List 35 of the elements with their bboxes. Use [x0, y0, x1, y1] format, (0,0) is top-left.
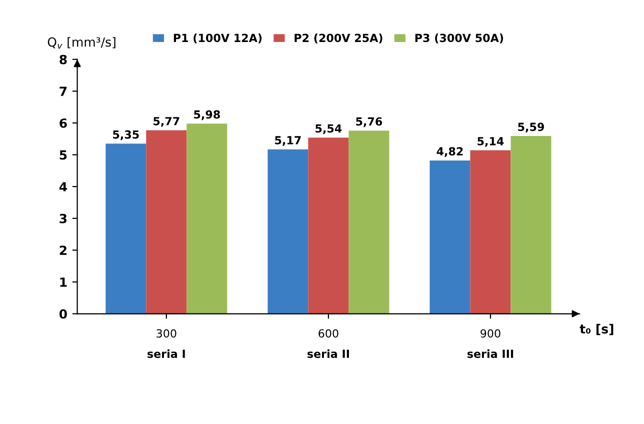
data-label: 5,77 [154, 117, 180, 127]
bar [510, 136, 552, 314]
data-label: 5,54 [316, 124, 342, 134]
data-label: 5,14 [478, 137, 504, 147]
y-tick-label: 2 [60, 246, 66, 255]
y-tick-label: 7 [60, 86, 67, 96]
bar [186, 124, 228, 314]
y-tick-label: 0 [59, 309, 67, 319]
bar [430, 160, 470, 314]
data-label: 5,98 [194, 110, 220, 120]
x-axis-title: t₀ [s] [580, 324, 614, 336]
legend-label: P1 (100V 12A) [174, 34, 262, 44]
legend-label: P3 (300V 50A) [415, 34, 504, 44]
x-tick-label: 300 seria I [148, 329, 185, 358]
y-tick-label: 4 [59, 182, 67, 192]
y-tick-label: 6 [60, 118, 67, 128]
bar [470, 150, 511, 314]
data-label: 4,82 [436, 147, 463, 157]
data-label: 5,59 [518, 122, 544, 132]
data-label: 5,17 [275, 136, 301, 146]
y-tick-label: 8 [60, 54, 67, 64]
legend-label: P2 (200V 25A) [294, 34, 382, 44]
data-label: 5,76 [356, 117, 382, 128]
x-tick-label: 600 seria II [307, 329, 349, 358]
data-label: 5,35 [113, 130, 139, 140]
bar [308, 138, 349, 314]
y-tick-label: 1 [60, 278, 67, 287]
y-tick-label: 3 [60, 214, 67, 224]
bar [348, 130, 390, 314]
x-tick-label: 900 seria III [467, 329, 514, 358]
bar [268, 149, 308, 314]
y-axis-title: Q$_{v}$ [mm³/s] [48, 37, 116, 49]
y-tick-label: 5 [60, 150, 67, 160]
bar [106, 144, 146, 314]
bar [146, 130, 187, 314]
